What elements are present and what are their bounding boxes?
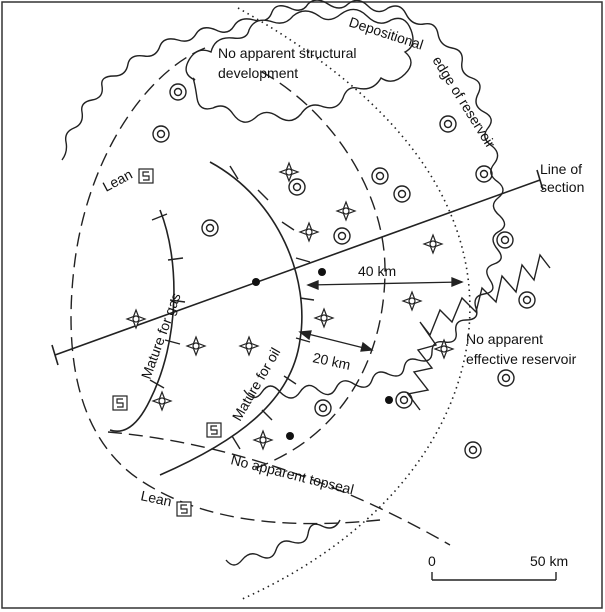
mature-gas-label: Mature for gas	[138, 291, 184, 381]
lean-lower-label: Lean	[139, 487, 173, 509]
star-burst-icon	[125, 308, 147, 330]
dist-40-label: 40 km	[358, 263, 396, 279]
topseal-limit-dashed	[107, 431, 451, 546]
star-burst-icon	[313, 307, 335, 329]
filled-dot-icon	[318, 268, 326, 276]
lean-box-icon	[206, 422, 222, 438]
double-circle-icon	[152, 125, 170, 143]
double-circle-icon	[395, 391, 413, 409]
star-burst-icon	[422, 233, 444, 255]
reservoir-wavy-outline	[61, 0, 506, 399]
double-circle-icon	[496, 231, 514, 249]
dist-40-arrow	[306, 277, 464, 290]
star-burst-icon	[401, 290, 423, 312]
star-burst-icon	[278, 161, 300, 183]
no-structural-label-2: development	[218, 65, 298, 81]
double-circle-icon	[518, 291, 536, 309]
lean-box-icon	[176, 501, 192, 517]
star-burst-icon	[252, 429, 274, 451]
oil-line-ticks	[229, 165, 315, 450]
scale-bar-end-label: 50 km	[530, 553, 568, 569]
dist-20-label: 20 km	[311, 349, 352, 373]
lean-boundary-dashed	[70, 47, 381, 525]
dry-hole-symbols	[252, 268, 393, 440]
double-circle-icon	[314, 399, 332, 417]
mature-oil-label: Mature for oil	[229, 345, 284, 424]
scale-bar-start-label: 0	[428, 553, 436, 569]
gas-line-ticks	[149, 213, 186, 389]
oil-field-symbols	[152, 83, 536, 459]
section-end-tick-right	[536, 169, 544, 191]
double-circle-icon	[201, 219, 219, 237]
reservoir-wavy-lower	[225, 519, 341, 566]
no-structural-cloud	[185, 8, 414, 123]
oil-limit-dashed	[249, 71, 386, 471]
double-circle-icon	[371, 167, 389, 185]
mature-gas-line	[109, 209, 175, 432]
lean-box-icon	[138, 168, 154, 184]
scale-bar	[431, 572, 557, 581]
lean-box-icon	[112, 395, 128, 411]
star-burst-icon	[185, 335, 207, 357]
star-burst-icon	[335, 200, 357, 222]
double-circle-icon	[169, 83, 187, 101]
filled-dot-icon	[385, 396, 393, 404]
dist-20-arrow	[298, 330, 374, 352]
no-reservoir-label-2: effective reservoir	[466, 351, 577, 367]
star-burst-icon	[238, 335, 260, 357]
star-burst-icon	[298, 221, 320, 243]
double-circle-icon	[288, 178, 306, 196]
no-structural-label-1: No apparent structural	[218, 45, 357, 61]
depositional-edge-label-2: edge of reservoir	[429, 53, 498, 151]
reservoir-zigzag	[406, 253, 551, 411]
double-circle-icon	[439, 115, 457, 133]
gas-show-symbols	[125, 161, 455, 451]
no-reservoir-label-1: No apparent	[466, 331, 543, 347]
line-of-section-label-2: section	[540, 179, 584, 195]
double-circle-icon	[393, 185, 411, 203]
double-circle-icon	[333, 227, 351, 245]
double-circle-icon	[464, 441, 482, 459]
no-topseal-label: No apparent topseal	[229, 451, 355, 497]
line-of-section	[54, 179, 541, 356]
filled-dot-icon	[252, 278, 260, 286]
line-of-section-label-1: Line of	[540, 161, 582, 177]
star-burst-icon	[151, 390, 173, 412]
mature-oil-line	[159, 161, 303, 476]
star-burst-icon	[433, 338, 455, 360]
filled-dot-icon	[286, 432, 294, 440]
section-end-tick-left	[51, 344, 59, 366]
double-circle-icon	[475, 165, 493, 183]
lean-upper-label: Lean	[100, 166, 135, 195]
lean-source-symbols	[112, 168, 222, 517]
double-circle-icon	[497, 369, 515, 387]
